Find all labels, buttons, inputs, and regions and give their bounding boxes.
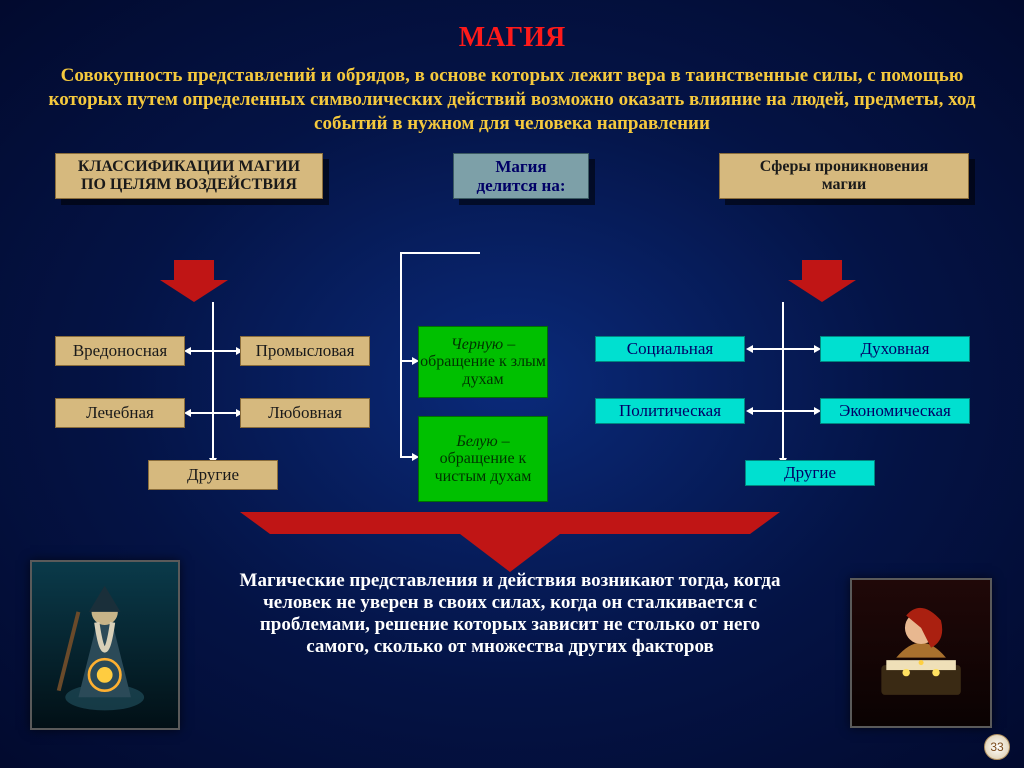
headers-row: КЛАССИФИКАЦИИ МАГИИ ПО ЦЕЛЯМ ВОЗДЕЙСТВИЯ…: [0, 135, 1024, 199]
header-right-line1: Сферы проникновения: [760, 158, 929, 175]
definition-text: Совокупность представлений и обрядов, в …: [0, 54, 1024, 135]
header-left-line2: ПО ЦЕЛЯМ ВОЗДЕЙСТВИЯ: [81, 176, 297, 193]
conn-m-vert: [400, 252, 402, 458]
box-trade: Промысловая: [240, 336, 370, 366]
wizard-icon: [39, 570, 170, 719]
big-arrow-down: [240, 512, 780, 572]
thumb-right: [850, 578, 992, 728]
conn-m-h2: [400, 456, 414, 458]
conn-l-h1: [190, 350, 236, 352]
header-right: Сферы проникновения магии: [719, 153, 969, 199]
conn-l-h2: [190, 412, 236, 414]
box-love: Любовная: [240, 398, 370, 428]
white-label: Белую: [456, 433, 497, 450]
conn-l-vert: [212, 302, 214, 460]
conn-m-h1: [400, 360, 414, 362]
box-political: Политическая: [595, 398, 745, 424]
header-left-line1: КЛАССИФИКАЦИИ МАГИИ: [78, 158, 300, 175]
conn-m-top: [400, 252, 480, 254]
conn-r-h2: [752, 410, 814, 412]
box-healing: Лечебная: [55, 398, 185, 428]
header-left: КЛАССИФИКАЦИИ МАГИИ ПО ЦЕЛЯМ ВОЗДЕЙСТВИЯ: [55, 153, 323, 199]
conn-r-h1: [752, 348, 814, 350]
page-title: МАГИЯ: [0, 0, 1024, 54]
thumb-left: [30, 560, 180, 730]
black-label: Черную: [451, 336, 503, 353]
box-white-magic: Белую – обращение к чистым духам: [418, 416, 548, 502]
box-others-right: Другие: [745, 460, 875, 486]
page-number: 33: [984, 734, 1010, 760]
box-spiritual: Духовная: [820, 336, 970, 362]
header-mid: Магия делится на:: [453, 153, 589, 199]
header-right-line2: магии: [822, 176, 867, 193]
box-harmful: Вредоносная: [55, 336, 185, 366]
header-mid-line2: делится на:: [477, 176, 566, 195]
conn-r-vert: [782, 302, 784, 460]
box-social: Социальная: [595, 336, 745, 362]
box-others-left: Другие: [148, 460, 278, 490]
header-mid-line1: Магия: [495, 157, 546, 176]
box-economic: Экономическая: [820, 398, 970, 424]
conclusion-text: Магические представления и действия возн…: [230, 570, 790, 658]
box-black-magic: Черную – обращение к злым духам: [418, 326, 548, 398]
fortune-teller-icon: [859, 587, 983, 718]
